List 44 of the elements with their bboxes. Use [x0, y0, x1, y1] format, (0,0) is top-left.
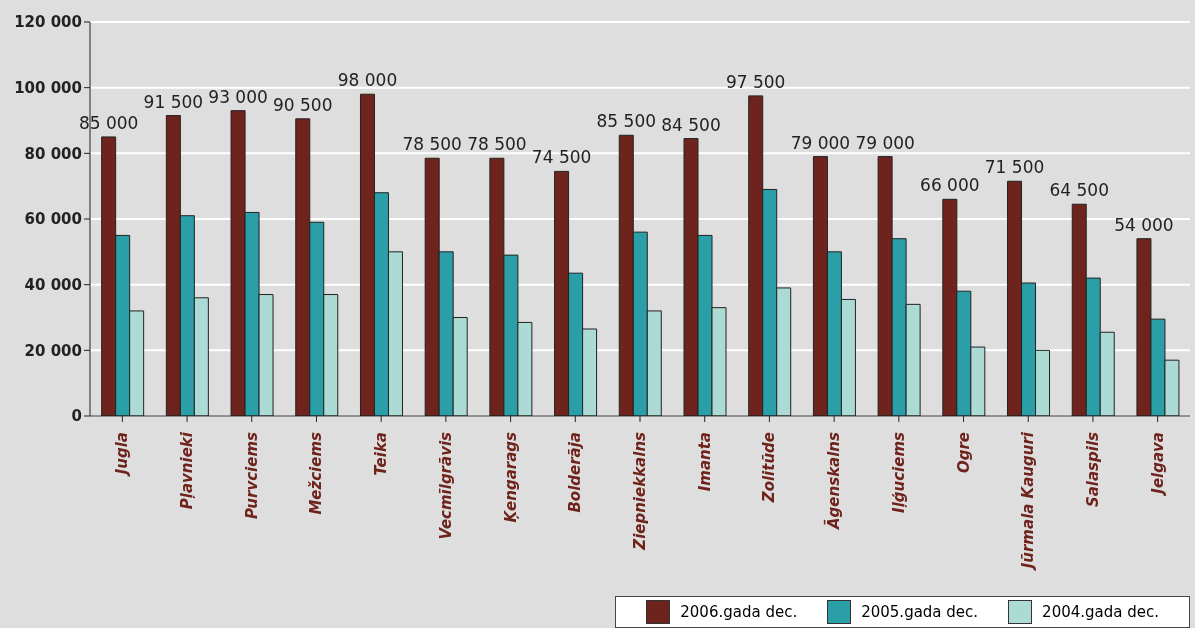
x-tick-label: Mežciems	[307, 431, 326, 515]
data-label: 79 000	[790, 132, 851, 153]
data-label: 66 000	[920, 175, 980, 196]
x-tick-label: Jūrmala Kauguri	[1019, 431, 1038, 572]
y-tick-label: 100 000	[14, 78, 82, 97]
x-tick-label: Ziepniekkalns	[631, 431, 649, 551]
y-tick-label: 40 000	[24, 275, 82, 294]
legend-label: 2005.gada dec.	[860, 602, 979, 623]
legend-label: 2006.gada dec.	[679, 602, 798, 623]
x-tick-label: Jugla	[113, 432, 132, 478]
data-label: 98 000	[337, 70, 398, 91]
x-tick-label: Āgenskalns	[823, 431, 844, 530]
data-label: 91 500	[143, 91, 204, 112]
x-tick-label: Vecmīlgrāvis	[436, 431, 455, 540]
x-tick-label: Ķengarags	[501, 431, 520, 523]
data-label: 64 500	[1049, 180, 1109, 201]
data-label: 85 500	[596, 111, 657, 132]
x-tick-label: Iļģuciems	[889, 431, 908, 513]
x-tick-label: Pļavnieki	[178, 431, 197, 510]
data-label: 79 000	[855, 132, 915, 153]
y-tick-label: 60 000	[24, 210, 82, 229]
x-tick-label: Salaspils	[1083, 431, 1102, 508]
data-label: 78 500	[402, 134, 462, 155]
y-tick-label: 20 000	[24, 341, 82, 360]
y-tick-label: 80 000	[24, 144, 82, 163]
x-tick-label: Bolderāja	[566, 432, 585, 513]
data-label: 97 500	[725, 71, 786, 92]
data-label: 85 000	[78, 112, 139, 133]
x-tick-label: Jelgava	[1148, 432, 1167, 497]
data-label: 93 000	[208, 86, 268, 107]
x-tick-label: Imanta	[695, 432, 714, 492]
x-tick-label: Ogre	[954, 432, 973, 474]
data-label: 71 500	[984, 157, 1045, 178]
data-label: 90 500	[273, 94, 333, 115]
x-tick-label: Zolitūde	[760, 432, 779, 504]
data-label: 74 500	[531, 147, 592, 168]
y-tick-label: 0	[71, 407, 82, 426]
data-label: 54 000	[1114, 214, 1174, 235]
y-tick-label: 120 000	[14, 13, 82, 32]
data-label: 78 500	[467, 134, 527, 155]
x-tick-label: Teika	[372, 432, 391, 476]
legend-label: 2004.gada dec.	[1041, 602, 1159, 623]
data-label: 84 500	[661, 114, 721, 135]
x-tick-label: Purvciems	[242, 431, 261, 520]
